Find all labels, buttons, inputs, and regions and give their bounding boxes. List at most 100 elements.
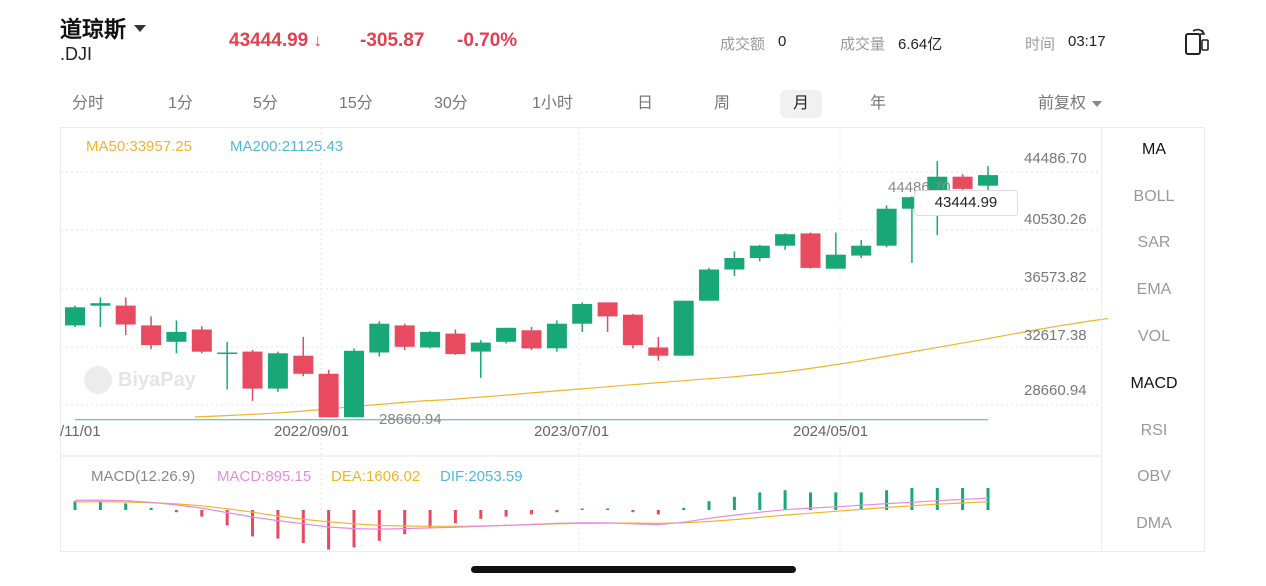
macd-params-legend: MACD(12.26.9) (91, 468, 196, 485)
rotate-screen-icon[interactable] (1184, 26, 1210, 56)
macd-bar (834, 492, 838, 510)
dea-value-legend: DEA:1606.02 (331, 468, 421, 485)
x-tick: 2024/05/01 (793, 423, 869, 440)
tab-year[interactable]: 年 (870, 95, 887, 112)
candle-body (597, 302, 618, 317)
candle-body (141, 325, 162, 346)
macd-bar (758, 492, 762, 510)
turnover-value: 0 (778, 33, 787, 50)
macd-bar (656, 510, 660, 515)
candle-body (293, 355, 314, 374)
macd-bar (935, 488, 939, 510)
indicator-ema[interactable]: EMA (1136, 281, 1172, 298)
volume-label: 成交量 (840, 36, 886, 53)
tab-5min[interactable]: 5分 (253, 95, 278, 112)
y-tick: 32617.38 (1024, 327, 1087, 344)
candle-body (851, 245, 872, 256)
macd-bar (859, 492, 863, 510)
tab-1min[interactable]: 1分 (168, 95, 193, 112)
tab-week[interactable]: 周 (714, 95, 731, 112)
candle-body (876, 208, 897, 246)
ma200-legend: MA200:21125.43 (230, 138, 344, 155)
x-tick: /11/01 (60, 423, 101, 440)
macd-bar (174, 510, 178, 513)
indicator-macd[interactable]: MACD (1130, 375, 1178, 392)
indicator-rsi[interactable]: RSI (1140, 422, 1168, 439)
macd-bar (580, 508, 584, 510)
macd-bar (124, 503, 128, 510)
macd-bar (783, 490, 787, 510)
candle-body (825, 254, 846, 269)
macd-bar (986, 488, 990, 510)
candle-body (217, 352, 238, 354)
macd-bar (732, 496, 736, 510)
macd-bar (885, 490, 889, 510)
price-adjust-label: 前复权 (1038, 95, 1087, 112)
candle-body (572, 304, 593, 324)
arrow-down-icon: ↓ (313, 31, 323, 50)
candle-body (648, 347, 669, 356)
y-tick: 40530.26 (1024, 211, 1087, 228)
macd-bar (453, 510, 457, 524)
y-tick: 28660.94 (1024, 382, 1087, 399)
tab-30min[interactable]: 30分 (434, 95, 468, 112)
candle-body (470, 342, 491, 352)
last-price: 43444.99 ↓ (229, 30, 322, 52)
macd-bar (530, 510, 533, 515)
candle-body (546, 323, 567, 349)
tab-1hour[interactable]: 1小时 (532, 95, 573, 112)
candle-body (978, 175, 998, 186)
indicator-boll[interactable]: BOLL (1133, 188, 1175, 205)
dif-value-legend: DIF:2053.59 (440, 468, 523, 485)
indicator-ma[interactable]: MA (1142, 141, 1166, 158)
price-adjust-dropdown[interactable]: 前复权 (1038, 90, 1103, 118)
candle-body (699, 269, 719, 301)
symbol-code: .DJI (60, 44, 93, 64)
watermark-text: BiyaPay (118, 368, 196, 391)
macd-bar (251, 510, 254, 537)
candle-body (90, 303, 111, 306)
macd-bar (276, 510, 280, 539)
period-tabs: 分时 1分 5分 15分 30分 1小时 日 周 月 年 (72, 90, 1122, 118)
indicator-vol[interactable]: VOL (1137, 328, 1170, 345)
candle-body (952, 176, 973, 189)
indicator-obv[interactable]: OBV (1137, 468, 1171, 485)
macd-bar (73, 501, 77, 510)
candle-body (115, 305, 136, 325)
candle-body (622, 314, 643, 346)
x-tick: 2023/07/01 (534, 423, 610, 440)
symbol-name: 道琼斯 (60, 17, 127, 42)
candle-body (267, 353, 288, 389)
home-indicator[interactable] (471, 566, 796, 573)
macd-bar (504, 510, 508, 517)
tab-intraday[interactable]: 分时 (72, 95, 105, 112)
candle-body (901, 197, 922, 209)
indicator-dma[interactable]: DMA (1136, 515, 1172, 532)
symbol-selector[interactable]: 道琼斯 (60, 12, 147, 44)
biyapay-logo-icon (84, 366, 112, 394)
candle-body (521, 330, 542, 349)
x-tick: 2022/09/01 (274, 423, 350, 440)
tab-month[interactable]: 月 (780, 90, 822, 118)
chevron-down-icon (1092, 101, 1103, 107)
macd-bar (98, 501, 102, 510)
time-label: 时间 (1025, 36, 1056, 53)
indicator-sar[interactable]: SAR (1137, 234, 1171, 251)
macd-bar (149, 507, 153, 510)
tab-15min[interactable]: 15分 (339, 95, 373, 112)
macd-bar (225, 510, 229, 526)
macd-bar (301, 510, 305, 543)
y-tick: 36573.82 (1024, 269, 1087, 286)
macd-bar (606, 508, 610, 510)
candle-body (318, 373, 339, 418)
macd-bar (682, 507, 686, 510)
min-price-label: 28660.94 (379, 411, 442, 428)
macd-bar (809, 492, 812, 510)
chevron-down-icon (134, 24, 147, 32)
price-change: -305.87 (360, 30, 425, 51)
ma50-legend: MA50:33957.25 (86, 138, 192, 155)
time-value: 03:17 (1068, 33, 1106, 50)
tab-day[interactable]: 日 (637, 95, 654, 112)
candle-body (369, 323, 390, 353)
